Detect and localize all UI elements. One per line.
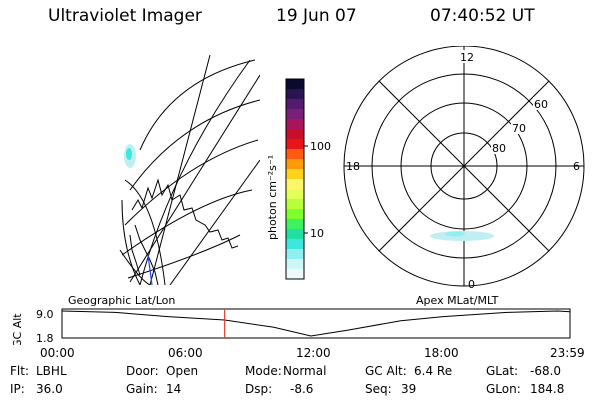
door-value: Open xyxy=(166,364,199,378)
flt-value: LBHL xyxy=(36,364,67,378)
colorbar-segment xyxy=(286,129,304,140)
lat-label-80: 80 xyxy=(492,142,506,155)
glat-value: -68.0 xyxy=(530,364,562,378)
altitude-line xyxy=(61,310,571,337)
coastline-3 xyxy=(129,234,141,276)
lat-label-60: 60 xyxy=(534,98,548,111)
instrument-title: Ultraviolet Imager xyxy=(48,6,202,26)
coastline-2 xyxy=(134,224,159,285)
mlt-label-0: 0 xyxy=(468,278,475,291)
colorbar-segment xyxy=(286,269,304,280)
lon-line-7 xyxy=(124,179,166,285)
colorbar: 100 10 photon cm⁻²s⁻¹ xyxy=(266,78,331,280)
timeline-ytick-top: 9.0 xyxy=(36,308,54,321)
colorbar-segment xyxy=(286,109,304,120)
lat-arc-4 xyxy=(121,189,253,256)
colorbar-segment xyxy=(286,89,304,100)
ip-value: 36.0 xyxy=(36,382,63,396)
colorbar-segment xyxy=(286,249,304,260)
seq-value: 39 xyxy=(401,382,417,396)
mode-value: Normal xyxy=(283,364,327,378)
lon-line-5 xyxy=(119,249,151,285)
colorbar-segment xyxy=(286,209,304,220)
xtick-1200: 12:00 xyxy=(296,346,331,360)
altitude-timeline: GC Alt 9.0 1.8 xyxy=(11,308,571,345)
timeline-ytick-bottom: 1.8 xyxy=(36,332,54,345)
colorbar-tick-100: 100 xyxy=(310,140,331,153)
colorbar-segment xyxy=(286,79,304,90)
dsp-value: -8.6 xyxy=(290,382,314,396)
colorbar-segment xyxy=(286,139,304,150)
lon-line-3 xyxy=(169,159,260,285)
geographic-label: Geographic Lat/Lon xyxy=(68,294,176,307)
ip-label: IP: xyxy=(10,382,25,396)
gain-value: 14 xyxy=(166,382,182,396)
lat-label-70: 70 xyxy=(512,122,526,135)
gcalt-value: 6.4 Re xyxy=(414,364,453,378)
timeline-frame xyxy=(61,308,571,339)
geographic-map xyxy=(119,54,260,285)
colorbar-segment xyxy=(286,259,304,270)
door-label: Door: xyxy=(126,364,159,378)
colorbar-tick-10: 10 xyxy=(310,227,324,240)
lat-arc-3 xyxy=(124,139,259,226)
glat-label: GLat: xyxy=(486,364,519,378)
xtick-2359: 23:59 xyxy=(550,346,585,360)
xtick-0600: 06:00 xyxy=(168,346,203,360)
glon-value: 184.8 xyxy=(530,382,565,396)
footpoint-line xyxy=(147,254,153,285)
gain-label: Gain: xyxy=(126,382,158,396)
lat-arc-1 xyxy=(139,59,256,151)
timeline-ylabel: GC Alt xyxy=(11,313,24,345)
aurora-core xyxy=(126,148,132,160)
colorbar-segment xyxy=(286,179,304,190)
apex-label: Apex MLat/MLT xyxy=(416,294,499,307)
colorbar-segment xyxy=(286,239,304,250)
polar-plot: 12 18 6 0 60 70 80 xyxy=(343,46,585,291)
xtick-0000: 00:00 xyxy=(40,346,75,360)
time-label: 07:40:52 UT xyxy=(430,6,535,26)
colorbar-segment xyxy=(286,119,304,130)
mlt-label-18: 18 xyxy=(346,160,360,173)
colorbar-segment xyxy=(286,199,304,210)
colorbar-segment xyxy=(286,219,304,230)
colorbar-segment xyxy=(286,159,304,170)
colorbar-unit-label: photon cm⁻²s⁻¹ xyxy=(266,155,279,240)
date-label: 19 Jun 07 xyxy=(276,6,357,26)
gcalt-label: GC Alt: xyxy=(365,364,407,378)
colorbar-segment xyxy=(286,229,304,240)
coastline-1 xyxy=(131,178,239,249)
colorbar-segment xyxy=(286,99,304,110)
colorbar-segment xyxy=(286,149,304,160)
colorbar-segment xyxy=(286,169,304,180)
auroral-oval-core xyxy=(445,231,465,237)
mlt-label-6: 6 xyxy=(573,160,580,173)
lat-arc-5 xyxy=(127,234,241,279)
seq-label: Seq: xyxy=(365,382,392,396)
colorbar-segment xyxy=(286,189,304,200)
lat-arc-2 xyxy=(129,99,260,191)
lon-line-6 xyxy=(121,199,141,285)
lon-line-4 xyxy=(139,59,251,285)
xtick-1800: 18:00 xyxy=(424,346,459,360)
lon-line-1 xyxy=(149,54,211,285)
glon-label: GLon: xyxy=(486,382,521,396)
flt-label: Flt: xyxy=(10,364,29,378)
mode-label: Mode: xyxy=(245,364,282,378)
mlt-label-12: 12 xyxy=(460,51,474,64)
dsp-label: Dsp: xyxy=(245,382,273,396)
